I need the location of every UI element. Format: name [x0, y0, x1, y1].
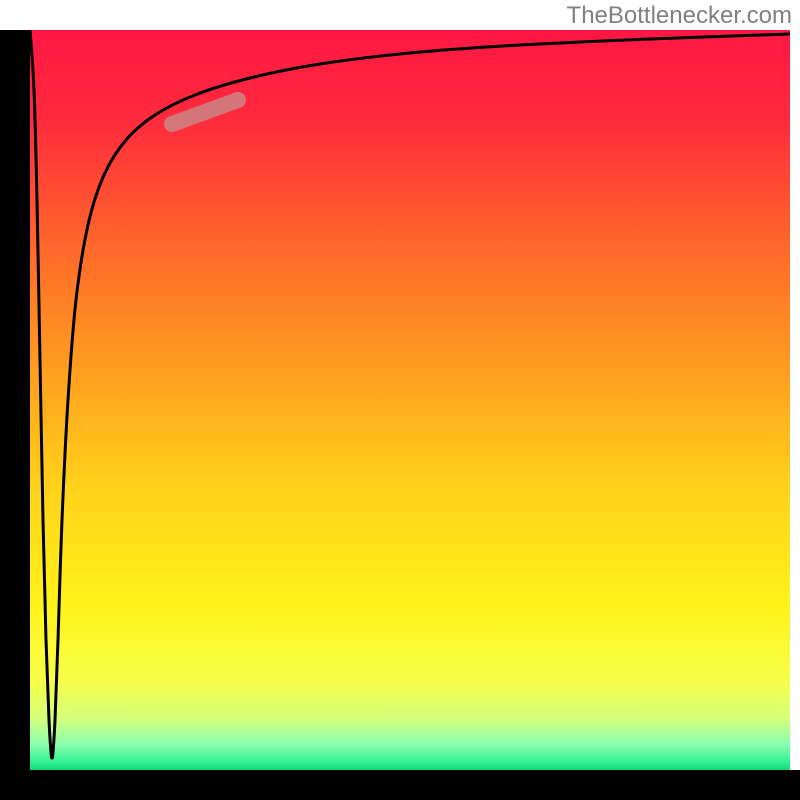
bottleneck-chart — [0, 0, 800, 800]
x-axis — [0, 770, 800, 800]
watermark-text: TheBottlenecker.com — [567, 2, 792, 30]
gradient-plot-area — [30, 30, 790, 770]
y-axis — [0, 30, 30, 800]
chart-container: TheBottlenecker.com — [0, 0, 800, 800]
